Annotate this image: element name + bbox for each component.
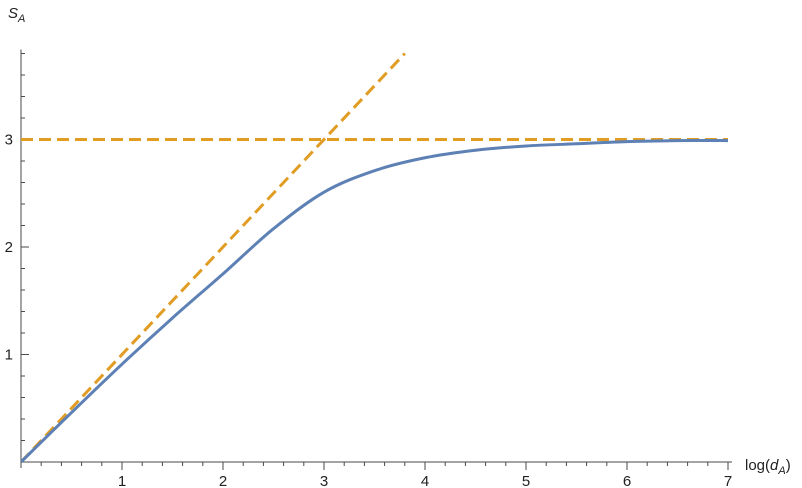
tick-labels: 1 2 3 4 5 6 7 1 2 3	[5, 132, 733, 488]
x-tick-label: 1	[118, 473, 126, 488]
x-tick-label: 6	[623, 473, 631, 488]
series-layer	[19, 52, 729, 464]
y-tick-label: 1	[5, 347, 13, 364]
x-axis-title-suffix: )	[786, 457, 791, 474]
axis-titles: SA log(dA)	[8, 5, 791, 477]
series-entropy-curve	[19, 138, 729, 464]
axes	[20, 49, 732, 468]
x-axis-title-sub: A	[777, 465, 785, 477]
x-tick-label: 5	[522, 473, 530, 488]
x-tick-label: 2	[219, 473, 227, 488]
y-axis-title-var: S	[8, 5, 18, 22]
x-axis-title: log(dA)	[745, 457, 791, 477]
ticks	[21, 53, 729, 470]
y-tick-label: 2	[5, 239, 13, 256]
x-tick-label: 7	[724, 473, 732, 488]
y-tick-label: 3	[5, 132, 13, 149]
series-asymptote-dashed	[19, 52, 406, 464]
y-axis-title-sub: A	[17, 13, 25, 25]
x-tick-label: 4	[421, 473, 429, 488]
y-axis-title: SA	[8, 5, 25, 25]
x-tick-label: 3	[320, 473, 328, 488]
x-axis-title-var: d	[770, 457, 779, 474]
x-axis-title-prefix: log(	[745, 457, 770, 474]
